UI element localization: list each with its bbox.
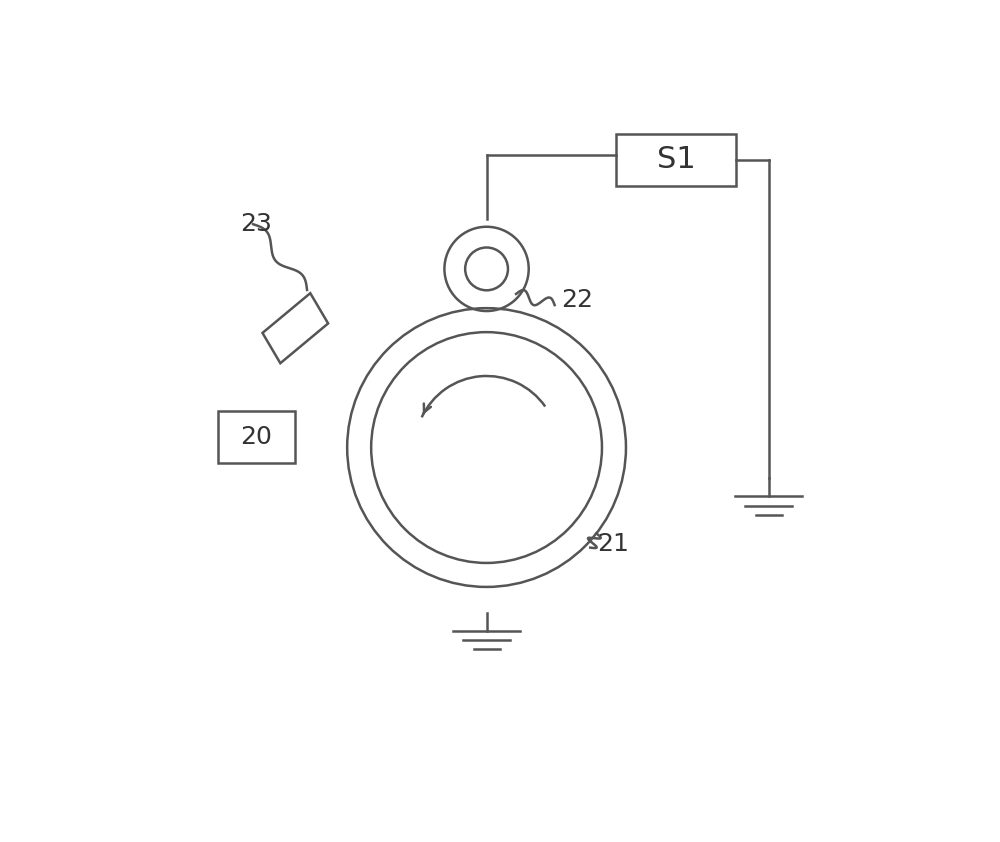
Bar bbox=[616, 134, 736, 186]
Text: S1: S1 bbox=[657, 146, 696, 174]
Text: 22: 22 bbox=[561, 288, 593, 312]
Text: 23: 23 bbox=[240, 212, 272, 237]
Text: 21: 21 bbox=[597, 532, 629, 556]
Bar bbox=[218, 411, 295, 463]
Text: 20: 20 bbox=[240, 425, 272, 449]
